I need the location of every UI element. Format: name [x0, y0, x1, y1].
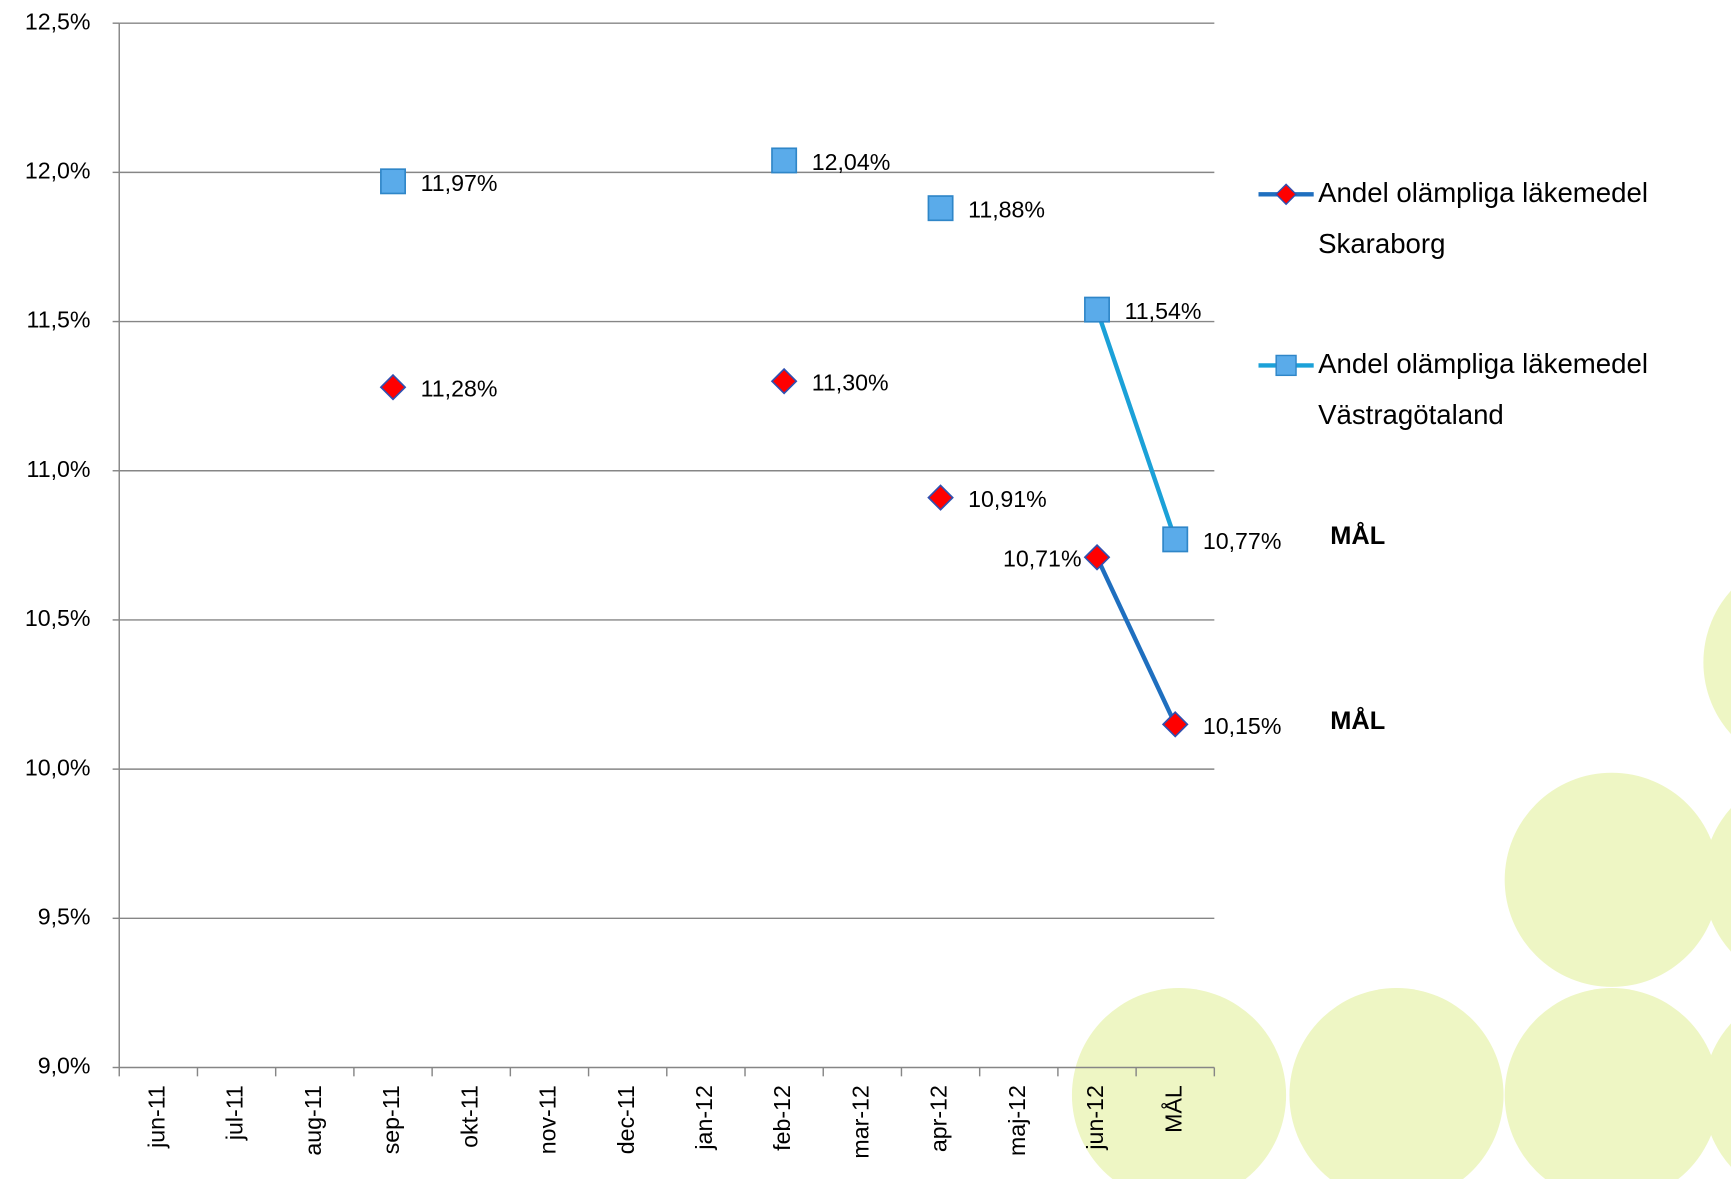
- data-label: 11,97%: [421, 170, 498, 196]
- data-label: 11,88%: [968, 197, 1045, 223]
- x-tick-label: feb-12: [769, 1085, 795, 1151]
- data-label: 10,77%: [1203, 528, 1282, 554]
- series-line: [1097, 310, 1175, 540]
- x-tick-label: MÅL: [1159, 1085, 1186, 1133]
- marker: [1163, 712, 1187, 736]
- data-label: 11,54%: [1125, 298, 1202, 324]
- page: 9,0% 9,5% 10,0% 10,5% 11,0% 11,5% 12,0% 12,5% ju…: [0, 0, 1731, 1179]
- x-tick-label: jun-12: [1082, 1085, 1108, 1150]
- x-tick-label: apr-12: [926, 1085, 952, 1152]
- y-tick-label: 12,5%: [25, 8, 91, 34]
- annotation: MÅL: [1330, 706, 1385, 735]
- y-tick-label: 10,5%: [25, 605, 91, 631]
- data-label: 10,71%: [1003, 546, 1082, 572]
- x-tick-label: sep-11: [378, 1085, 404, 1154]
- legend-marker: [1276, 355, 1296, 375]
- x-tick-label: jan-12: [691, 1085, 717, 1150]
- series-line: [1097, 557, 1175, 724]
- legend-label: Andel olämpliga läkemedel Skaraborg: [1318, 168, 1729, 270]
- marker: [381, 169, 405, 193]
- marker: [928, 485, 952, 509]
- y-tick-label: 9,0%: [38, 1053, 91, 1079]
- y-tick-label: 11,0%: [27, 456, 91, 482]
- x-tick-label: dec-11: [613, 1085, 639, 1154]
- x-tick-label: jun-11: [143, 1085, 169, 1149]
- legend-entry: Andel olämpliga läkemedel Skaraborg: [1318, 168, 1729, 278]
- marker: [1163, 527, 1187, 551]
- x-tick-label: aug-11: [300, 1085, 326, 1155]
- data-label: 12,04%: [812, 149, 891, 175]
- marker: [1085, 545, 1109, 569]
- marker: [772, 148, 796, 172]
- data-label: 11,30%: [812, 370, 889, 396]
- marker: [928, 196, 952, 220]
- chart: 9,0% 9,5% 10,0% 10,5% 11,0% 11,5% 12,0% 12,5% ju…: [0, 0, 1731, 1179]
- annotation: MÅL: [1330, 521, 1385, 550]
- marker: [772, 369, 796, 393]
- data-label: 10,91%: [968, 486, 1047, 512]
- data-label: 11,28%: [421, 376, 498, 402]
- y-tick-label: 9,5%: [38, 903, 91, 929]
- x-tick-label: mar-12: [847, 1085, 873, 1158]
- x-tick-label: nov-11: [535, 1085, 561, 1154]
- legend-entry: Andel olämpliga läkemedel Västragötaland: [1318, 339, 1729, 449]
- marker: [1085, 297, 1109, 321]
- y-tick-label: 10,0%: [25, 754, 91, 780]
- y-tick-label: 12,0%: [25, 157, 91, 183]
- y-tick-label: 11,5%: [27, 307, 91, 333]
- x-tick-label: maj-12: [1004, 1085, 1030, 1156]
- x-tick-label: jul-11: [222, 1085, 248, 1141]
- x-tick-label: okt-11: [456, 1085, 482, 1148]
- legend-marker: [1276, 184, 1296, 204]
- legend-label: Andel olämpliga läkemedel Västragötaland: [1318, 339, 1729, 441]
- data-label: 10,15%: [1203, 713, 1282, 739]
- marker: [381, 375, 405, 399]
